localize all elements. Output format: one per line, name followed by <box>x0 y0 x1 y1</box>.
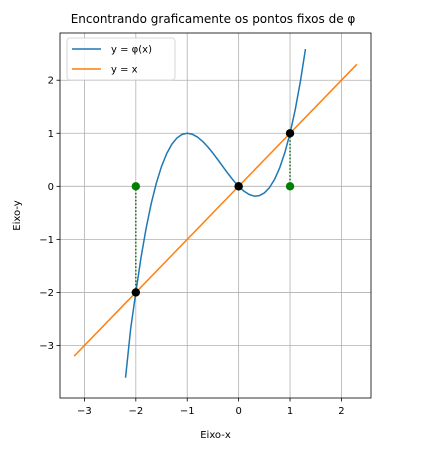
axes-frame <box>59 32 372 399</box>
y-tick-label: 0 <box>48 182 54 193</box>
x-tick-label: 0 <box>235 406 241 417</box>
x-axis-marker <box>285 182 295 191</box>
y-tick-label: 2 <box>48 76 54 87</box>
x-tick-label: −1 <box>180 406 195 417</box>
chart-title: Encontrando graficamente os pontos fixos… <box>71 12 356 26</box>
x-axis-label: Eixo-x <box>200 430 231 441</box>
y-tick-label: −3 <box>39 341 54 352</box>
x-axis-marker <box>131 182 141 191</box>
y-axis-label: Eixo-y <box>12 200 23 230</box>
x-tick-label: −3 <box>77 406 92 417</box>
x-tick-label: 2 <box>338 406 344 417</box>
legend-entry-identity: y = x <box>111 65 138 76</box>
fixed-point-marker <box>131 288 141 297</box>
fixed-point-marker <box>285 129 295 138</box>
y-tick-label: 1 <box>48 129 54 140</box>
series-line-phi-curve <box>124 48 307 378</box>
fixed-point-marker <box>234 182 243 191</box>
x-tick-label: 1 <box>287 406 293 417</box>
plot-area <box>73 48 358 378</box>
y-axis-ticks: −3 −2 −1 0 1 2 <box>39 76 60 352</box>
legend: y = φ(x) y = x <box>66 37 176 81</box>
x-tick-label: −2 <box>128 406 143 417</box>
legend-entry-phi: y = φ(x) <box>111 45 152 56</box>
x-axis-ticks: −3 −2 −1 0 1 2 <box>77 398 345 417</box>
y-tick-label: −2 <box>39 288 54 299</box>
series-line-identity-line <box>73 63 358 357</box>
y-tick-label: −1 <box>39 235 54 246</box>
